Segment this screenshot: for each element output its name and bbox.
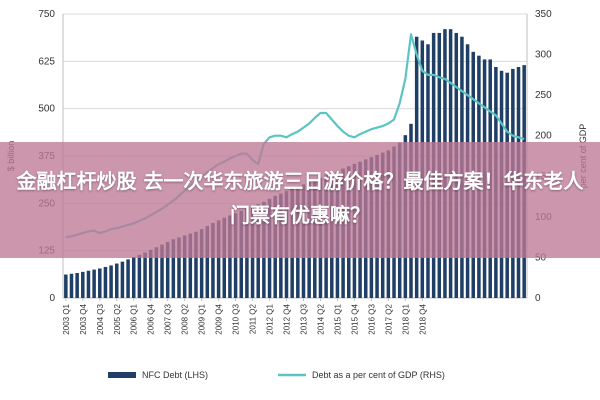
x-tick-label: 2015 Q4 [350,303,359,334]
left-tick-label: 500 [38,104,55,115]
bar [177,237,181,298]
bar [75,273,79,298]
legend-swatch-nfc-debt [108,372,136,378]
bar [120,261,125,298]
banner-title: 金融杠杆炒股 去一次华东旅游三日游价格？最佳方案！华东老人门票有优惠嘛？ [16,169,584,227]
bar [109,265,113,298]
x-tick-label: 2008 Q2 [181,303,190,334]
right-tick-label: 200 [535,131,552,142]
x-tick-label: 2005 Q2 [113,303,122,334]
bar [154,247,159,298]
x-tick-label: 2014 Q2 [316,303,325,334]
x-tick-label: 2003 Q4 [79,303,88,334]
left-tick-label: 625 [38,56,55,67]
x-tick-label: 2012 Q4 [283,303,292,334]
x-tick-label: 2009 Q1 [198,303,207,334]
bar [64,274,68,298]
bar [98,268,102,298]
x-tick-label: 2015 Q1 [333,303,342,334]
bar [69,273,74,298]
legend-label-nfc-debt: NFC Debt (LHS) [142,370,208,380]
bar [137,254,142,298]
x-tick-label: 2011 Q2 [249,303,258,334]
x-tick-label: 2003 Q1 [62,303,71,334]
title-banner: 金融杠杆炒股 去一次华东旅游三日游价格？最佳方案！华东老人门票有优惠嘛？ [0,142,600,258]
bar [165,241,170,298]
bar [103,266,108,298]
bar [171,239,176,298]
bar [148,249,153,298]
x-tick-label: 2016 Q3 [367,303,376,334]
x-tick-label: 2007 Q3 [164,303,173,334]
bar [211,223,215,298]
right-tick-label: 350 [535,9,552,20]
bar [182,235,187,298]
left-tick-label: 0 [49,293,55,304]
bar [199,229,204,298]
bar [205,226,210,298]
x-tick-label: 2006 Q4 [147,303,156,334]
x-tick-label: 2018 Q4 [418,303,427,334]
bar [81,271,85,298]
x-tick-label: 2018 Q1 [401,303,410,334]
bar [92,269,96,298]
right-tick-label: 0 [535,293,541,304]
bar [126,259,130,298]
bar [194,231,198,298]
bar [188,233,193,298]
x-tick-label: 2013 Q3 [299,303,308,334]
x-tick-label: 2009 Q4 [215,303,224,334]
x-tick-label: 2006 Q1 [130,303,139,334]
bar [160,244,164,298]
right-tick-label: 300 [535,50,552,61]
bar [115,263,119,298]
right-tick-label: 250 [535,90,552,101]
x-tick-label: 2010 Q3 [232,303,241,334]
left-tick-label: 750 [38,9,55,20]
legend-label-debt-gdp: Debt as a per cent of GDP (RHS) [312,370,445,380]
x-tick-label: 2012 Q1 [266,303,275,334]
bar [86,270,91,298]
x-tick-label: 2017 Q2 [384,303,393,334]
bar [143,252,147,298]
x-tick-label: 2004 Q3 [96,303,105,334]
bar [131,257,136,298]
bar [216,220,221,298]
